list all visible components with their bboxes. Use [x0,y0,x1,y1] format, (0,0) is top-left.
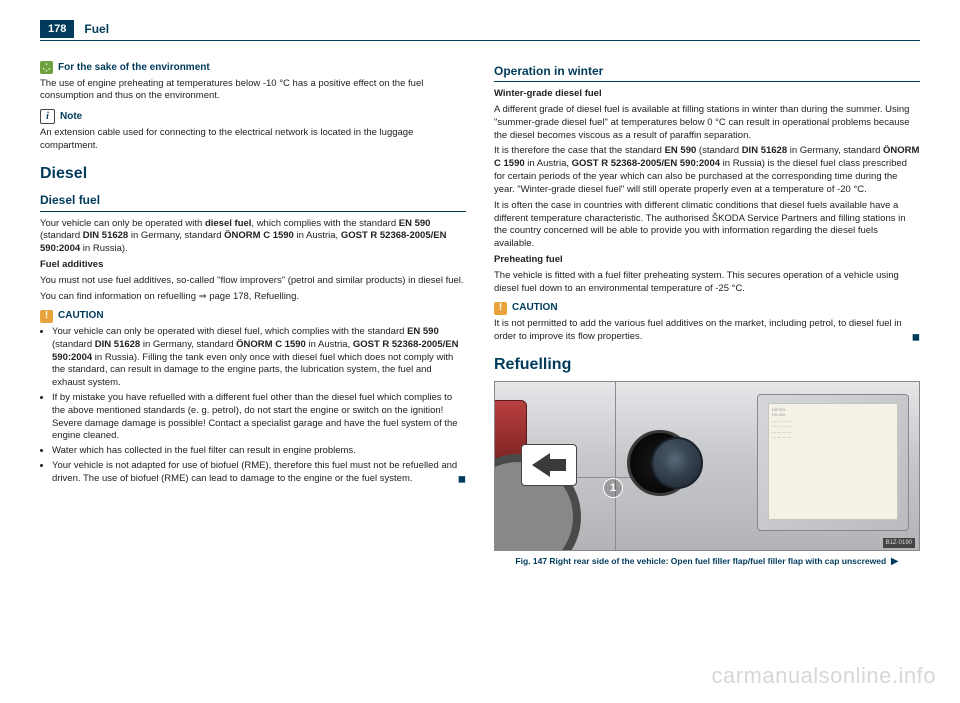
winter-p1: A different grade of diesel fuel is avai… [494,104,920,142]
note-title: Note [60,110,82,124]
callout-number: 1 [603,478,623,498]
caution-right-title: CAUTION [512,301,558,315]
additives-p2: You can find information on refuelling ⇒… [40,291,466,304]
section-end-icon: ◼ [912,331,920,345]
left-column: For the sake of the environment The use … [40,55,466,569]
arrow-stem [550,459,566,471]
arrow-left-icon [532,453,550,477]
diesel-intro: Your vehicle can only be operated with d… [40,218,466,256]
fuel-flap: DIESELEN 590— — — —— — — —— — — —— — — — [757,394,909,531]
winter-p3: It is often the case in countries with d… [494,200,920,251]
fuel-flap-figure: DIESELEN 590— — — —— — — —— — — —— — — —… [494,381,920,551]
warning-icon: ! [494,302,507,315]
section-end-icon: ◼ [458,473,466,487]
content-columns: For the sake of the environment The use … [40,55,920,569]
caution-right-header: ! CAUTION [494,301,920,315]
caution-list: Your vehicle can only be operated with d… [40,326,466,486]
warning-icon: ! [40,310,53,323]
caution-right-text: It is not permitted to add the various f… [494,318,920,344]
panel-line [615,382,616,551]
arrow-indicator [521,444,577,486]
winter-sub: Operation in winter [494,63,920,82]
caution-left-header: ! CAUTION [40,309,466,323]
page-number: 178 [40,20,74,38]
diesel-heading: Diesel [40,163,466,185]
caution-left-title: CAUTION [58,309,104,323]
continue-icon: ▶ [891,556,899,567]
fig-caption-text: Fig. 147 Right rear side of the vehicle:… [515,556,886,566]
caution-item: Your vehicle is not adapted for use of b… [52,460,466,486]
note-callout-header: i Note [40,109,466,124]
recycle-icon [40,61,53,74]
env-text: The use of engine preheating at temperat… [40,78,466,104]
caution-right-span: It is not permitted to add the various f… [494,318,902,342]
page-header: 178 Fuel [40,20,920,41]
fuel-cap [651,437,703,489]
right-column: Operation in winter Winter-grade diesel … [494,55,920,569]
caution-item: Water which has collected in the fuel fi… [52,445,466,458]
note-text: An extension cable used for connecting t… [40,127,466,153]
caution-item: Your vehicle can only be operated with d… [52,326,466,390]
refuel-heading: Refuelling [494,354,920,376]
env-title: For the sake of the environment [58,61,210,75]
figure-caption: Fig. 147 Right rear side of the vehicle:… [494,555,920,569]
winter-t1: Winter-grade diesel fuel [494,88,602,99]
diesel-sub: Diesel fuel [40,192,466,211]
page: 178 Fuel For the sake of the environment… [0,0,960,569]
additives-title: Fuel additives [40,259,103,270]
additives-p1: You must not use fuel additives, so-call… [40,275,466,288]
caution-item: If by mistake you have refuelled with a … [52,392,466,443]
caution-b4-text: Your vehicle is not adapted for use of b… [52,460,457,484]
photo-id: B1Z-0190 [883,538,915,548]
winter-t2: Preheating fuel [494,254,563,265]
flap-label: DIESELEN 590— — — —— — — —— — — —— — — — [768,403,898,520]
env-callout-header: For the sake of the environment [40,61,466,75]
header-title: Fuel [84,22,109,36]
info-icon: i [40,109,55,124]
winter-p4: The vehicle is fitted with a fuel filter… [494,270,920,296]
watermark: carmanualsonline.info [711,663,936,689]
winter-p2: It is therefore the case that the standa… [494,145,920,196]
